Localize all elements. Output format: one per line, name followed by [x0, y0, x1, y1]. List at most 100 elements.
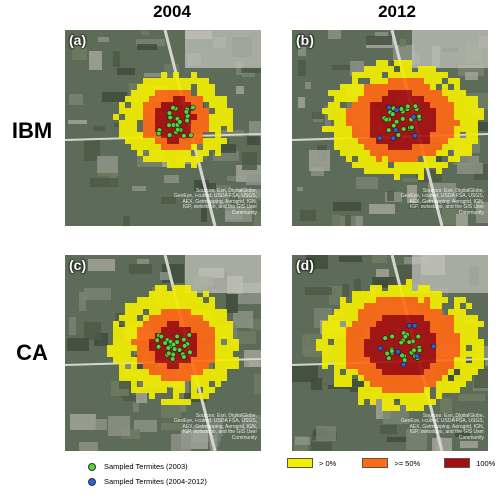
sample-point-2003: [412, 103, 419, 109]
sample-point-2003: [190, 104, 196, 111]
sample-point-2003: [400, 116, 406, 122]
sample-point-2003: [188, 132, 194, 138]
sample-point-2003: [181, 354, 187, 360]
sample-point-2004-2012: [394, 107, 400, 113]
sample-points: [156, 104, 196, 139]
legend-classes: > 0% >= 50% 100%: [287, 458, 495, 468]
sample-point-2004-2012: [414, 353, 420, 359]
sample-point-2003: [393, 119, 400, 125]
sample-point-2003: [386, 127, 392, 133]
sample-point-2003: [166, 122, 172, 128]
map-panel-c: (c) Sources: Esri, DigitalGlobe, GeoEye, …: [65, 255, 261, 451]
sample-point-2004-2012: [386, 104, 392, 111]
sample-point-2003: [386, 355, 392, 361]
sample-point-2003: [170, 351, 176, 358]
sample-point-2003: [170, 105, 176, 111]
sample-point-2003: [177, 119, 183, 125]
sample-point-2003: [399, 352, 405, 359]
sample-point-2003: [389, 333, 395, 340]
legend-class-label: 100%: [476, 458, 496, 468]
legend-class-label: > 0%: [319, 458, 337, 468]
map-attribution: Sources: Esri, DigitalGlobe, GeoEye, i-cu…: [173, 187, 257, 216]
sample-point-2003: [186, 332, 193, 338]
sample-point-2004-2012: [377, 345, 384, 351]
sample-point-2003: [175, 127, 181, 133]
sample-point-2003: [154, 337, 160, 343]
panel-label: (a): [69, 32, 87, 48]
swatch-darkred: [444, 458, 471, 468]
row-header-ca: CA: [16, 340, 48, 365]
sample-point-2003: [391, 122, 397, 129]
sample-point-2003: [181, 133, 187, 139]
sample-point-2004-2012: [410, 114, 417, 120]
column-header-2012: 2012: [378, 2, 416, 21]
sample-point-2003: [181, 343, 188, 349]
sample-point-2004-2012: [431, 343, 437, 350]
sample-point-2004-2012: [393, 127, 399, 133]
map-panel-d: (d) Sources: Esri, DigitalGlobe, GeoEye, …: [292, 255, 488, 451]
sample-point-2004-2012: [390, 135, 396, 141]
sample-point-2003: [411, 347, 417, 354]
map-panel-a: (a) Sources: Esri, DigitalGlobe, GeoEye, …: [65, 30, 261, 226]
legend-label-2004-2012: Sampled Termites (2004-2012): [104, 477, 207, 486]
sample-point-2003: [406, 339, 412, 345]
map-panel-b: (b) Sources: Esri, DigitalGlobe, GeoEye, …: [292, 30, 488, 226]
row-header-ibm: IBM: [11, 118, 53, 143]
sample-point-2003: [155, 344, 162, 350]
sample-point-2003: [156, 130, 162, 137]
sample-point-2003: [398, 106, 405, 112]
sample-point-2003: [169, 356, 176, 362]
sample-point-2004-2012: [406, 323, 412, 329]
sample-point-2003: [158, 333, 165, 340]
sample-point-2003: [415, 333, 421, 340]
sample-point-2003: [176, 347, 183, 353]
blue-dot-icon: [88, 477, 96, 486]
sample-point-2003: [416, 347, 423, 354]
sample-point-2004-2012: [412, 133, 418, 139]
sample-point-2003: [405, 103, 411, 110]
legend-points: Sampled Termites (2003) Sampled Termites…: [88, 462, 207, 486]
sample-point-2003: [170, 341, 177, 348]
panel-label: (d): [296, 257, 314, 273]
sample-points: [376, 103, 423, 141]
sample-point-2003: [409, 124, 415, 131]
sample-point-2003: [166, 132, 173, 138]
legend-label-2003: Sampled Termites (2003): [104, 462, 188, 471]
swatch-yellow: [287, 458, 313, 468]
column-header-2004: 2004: [153, 2, 191, 21]
sample-point-2003: [166, 350, 172, 357]
sample-point-2003: [187, 349, 193, 355]
sample-point-2003: [165, 345, 172, 351]
sample-points: [154, 332, 193, 362]
sample-point-2003: [184, 117, 190, 124]
legend-class-label: >= 50%: [394, 458, 421, 468]
sample-point-2003: [174, 333, 180, 340]
sample-point-2004-2012: [395, 349, 401, 355]
sample-point-2003: [162, 340, 168, 346]
sample-point-2003: [390, 111, 396, 117]
sample-point-2003: [395, 132, 402, 138]
sample-point-2003: [383, 116, 389, 123]
sample-point-2003: [166, 110, 173, 116]
sample-point-2003: [401, 357, 408, 363]
sample-point-2003: [402, 333, 409, 340]
panel-label: (b): [296, 32, 314, 48]
sample-point-2003: [183, 109, 190, 115]
sample-point-2003: [171, 346, 178, 352]
sample-point-2003: [398, 339, 404, 346]
sample-point-2003: [400, 126, 407, 132]
map-attribution: Sources: Esri, DigitalGlobe, GeoEye, i-cu…: [173, 412, 257, 441]
green-dot-icon: [88, 462, 96, 471]
sample-point-2003: [416, 113, 422, 120]
map-attribution: Sources: Esri, DigitalGlobe, GeoEye, i-cu…: [400, 412, 484, 441]
sample-point-2003: [384, 350, 390, 357]
sample-points: [377, 322, 437, 368]
panel-label: (c): [69, 257, 87, 273]
sample-point-2003: [389, 348, 395, 354]
sample-point-2004-2012: [412, 322, 418, 329]
sample-point-2004-2012: [376, 135, 383, 141]
sample-point-2003: [382, 335, 388, 341]
sample-point-2003: [181, 336, 187, 343]
map-attribution: Sources: Esri, DigitalGlobe, GeoEye, i-cu…: [400, 187, 484, 216]
swatch-orange: [362, 458, 389, 468]
